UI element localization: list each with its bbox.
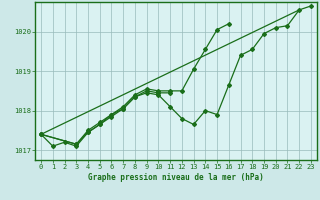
X-axis label: Graphe pression niveau de la mer (hPa): Graphe pression niveau de la mer (hPa) xyxy=(88,173,264,182)
